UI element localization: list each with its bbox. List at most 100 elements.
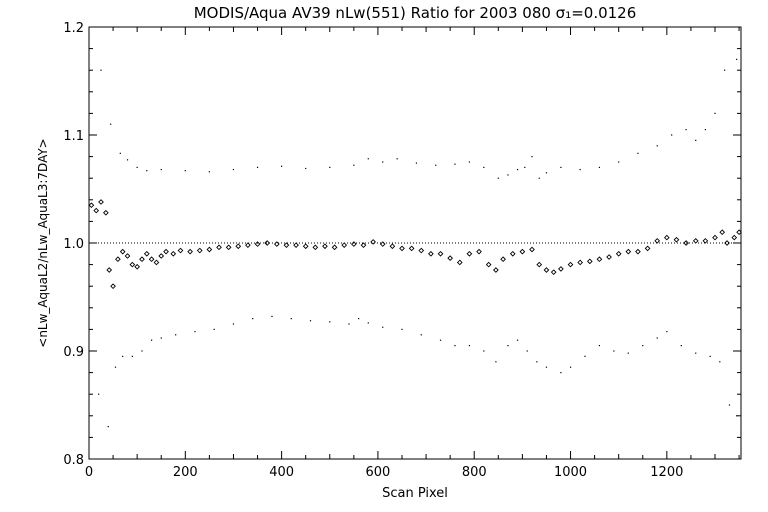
x-tick-label: 400 <box>269 465 294 480</box>
lower-point <box>627 352 629 354</box>
lower-point <box>536 361 538 363</box>
mean-point <box>302 243 309 250</box>
mean-point <box>106 267 113 273</box>
mean-point <box>673 236 680 243</box>
y-tick-label: 0.9 <box>63 345 84 360</box>
mean-point <box>360 242 367 248</box>
upper-point <box>160 168 162 171</box>
mean-point <box>586 258 593 265</box>
plot-frame <box>88 26 742 460</box>
x-tick-label: 1000 <box>554 465 587 480</box>
lower-point <box>483 350 485 352</box>
mean-point <box>177 247 184 254</box>
mean-point <box>418 247 425 254</box>
lower-point <box>309 320 312 322</box>
mean-point <box>519 248 526 255</box>
mean-point <box>399 245 405 252</box>
lower-point <box>358 318 360 320</box>
mean-point <box>635 248 641 255</box>
upper-point <box>579 168 581 171</box>
upper-point <box>695 139 697 141</box>
upper-point <box>656 145 658 147</box>
upper-point <box>256 166 259 168</box>
mean-point <box>196 247 203 254</box>
y-tick-label: 1.2 <box>63 21 84 36</box>
mean-point <box>312 244 319 251</box>
mean-point <box>206 246 213 253</box>
mean-point <box>500 256 506 263</box>
upper-point <box>126 159 129 161</box>
mean-point <box>529 246 535 253</box>
upper-point <box>119 152 121 154</box>
upper-point <box>396 158 398 160</box>
mean-point <box>124 253 131 259</box>
upper-point <box>329 166 331 168</box>
mean-point <box>447 255 453 261</box>
mean-point <box>245 242 251 248</box>
lower-point <box>680 345 682 347</box>
lower-point <box>107 426 109 428</box>
mean-point <box>731 234 738 241</box>
mean-point <box>170 250 177 257</box>
lower-point <box>728 404 731 406</box>
x-axis-label: Scan Pixel <box>382 486 448 501</box>
data-marks <box>88 58 742 428</box>
lower-point <box>122 355 124 357</box>
y-tick-label: 1.0 <box>63 237 84 252</box>
mean-point <box>702 238 709 244</box>
upper-point <box>524 166 526 168</box>
lower-point <box>114 366 117 368</box>
mean-point <box>389 243 396 250</box>
lower-point <box>719 361 721 363</box>
y-axis-label: <nLw_AquaL2/nLw_AquaL3:7DAY> <box>36 138 50 347</box>
lower-point <box>507 345 509 347</box>
mean-point <box>88 202 95 209</box>
mean-point <box>264 240 271 246</box>
lower-point <box>666 330 668 333</box>
lower-point <box>584 355 586 357</box>
mean-point <box>110 283 116 290</box>
mean-point <box>567 261 574 268</box>
lower-point <box>401 328 403 330</box>
mean-point <box>225 244 232 251</box>
upper-point <box>232 168 235 171</box>
upper-point <box>507 174 509 176</box>
upper-point <box>598 166 601 168</box>
lower-point <box>695 352 697 354</box>
y-axis-ticks: 0.8 0.9 1.0 1.1 1.2 <box>63 21 741 468</box>
mean-point <box>493 267 499 273</box>
mean-point <box>331 244 338 251</box>
upper-point <box>736 58 738 60</box>
mean-point <box>341 242 348 248</box>
mean-point <box>98 199 104 205</box>
mean-point <box>139 256 145 263</box>
mean-point <box>408 245 415 252</box>
upper-point <box>468 161 471 163</box>
lower-point <box>160 337 162 339</box>
mean-point <box>163 248 169 255</box>
lower-point <box>709 355 711 357</box>
lower-point <box>468 345 471 347</box>
lower-point <box>569 366 572 368</box>
upper-point <box>415 162 418 164</box>
mean-point <box>606 254 612 260</box>
mean-point <box>683 240 689 246</box>
mean-point <box>664 234 670 241</box>
chart-title: MODIS/Aqua AV39 nLw(551) Ratio for 2003 … <box>194 4 637 22</box>
mean-point <box>550 269 557 275</box>
mean-point <box>379 241 386 247</box>
mean-point <box>456 259 463 266</box>
upper-point <box>560 166 562 168</box>
lower-point <box>213 328 215 330</box>
upper-point <box>538 177 540 179</box>
mean-point <box>712 234 718 241</box>
upper-point <box>305 167 307 170</box>
mean-point <box>536 261 543 268</box>
lower-point <box>545 366 548 368</box>
x-axis-ticks: 0 200 400 600 800 1000 1200 <box>85 27 740 480</box>
upper-point <box>136 166 138 168</box>
mean-point <box>103 209 109 216</box>
lower-point <box>598 345 601 347</box>
x-tick-label: 1200 <box>650 465 683 480</box>
